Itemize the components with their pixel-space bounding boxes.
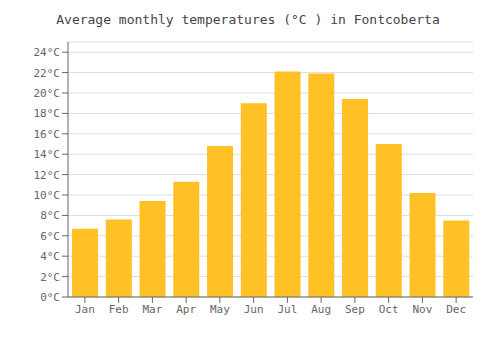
svg-text:8°C: 8°C: [40, 209, 60, 222]
svg-text:Mar: Mar: [142, 303, 162, 316]
svg-text:14°C: 14°C: [34, 148, 61, 161]
svg-text:18°C: 18°C: [34, 107, 61, 120]
svg-text:4°C: 4°C: [40, 250, 60, 263]
html-text:Average monthly temperatures (: Average monthly temperatures (°C ) in Fo…: [56, 12, 440, 27]
svg-text:12°C: 12°C: [34, 169, 61, 182]
svg-text:Nov: Nov: [412, 303, 432, 316]
svg-text:Aug: Aug: [311, 303, 331, 316]
svg-text:22°C: 22°C: [34, 67, 61, 80]
svg-text:20°C: 20°C: [34, 87, 61, 100]
svg-text:Sep: Sep: [345, 303, 365, 316]
svg-text:0°C: 0°C: [40, 291, 60, 304]
svg-text:Dec: Dec: [446, 303, 466, 316]
svg-text:6°C: 6°C: [40, 230, 60, 243]
svg-text:Jun: Jun: [244, 303, 264, 316]
svg-text:Oct: Oct: [379, 303, 399, 316]
svg-text:Feb: Feb: [109, 303, 129, 316]
svg-text:May: May: [210, 303, 230, 316]
svg-text:24°C: 24°C: [34, 46, 61, 59]
svg-text:Jul: Jul: [277, 303, 297, 316]
svg-text:Jan: Jan: [75, 303, 95, 316]
svg-text:Apr: Apr: [176, 303, 196, 316]
svg-text:16°C: 16°C: [34, 128, 61, 141]
svg-text:2°C: 2°C: [40, 271, 60, 284]
svg-text:10°C: 10°C: [34, 189, 61, 202]
